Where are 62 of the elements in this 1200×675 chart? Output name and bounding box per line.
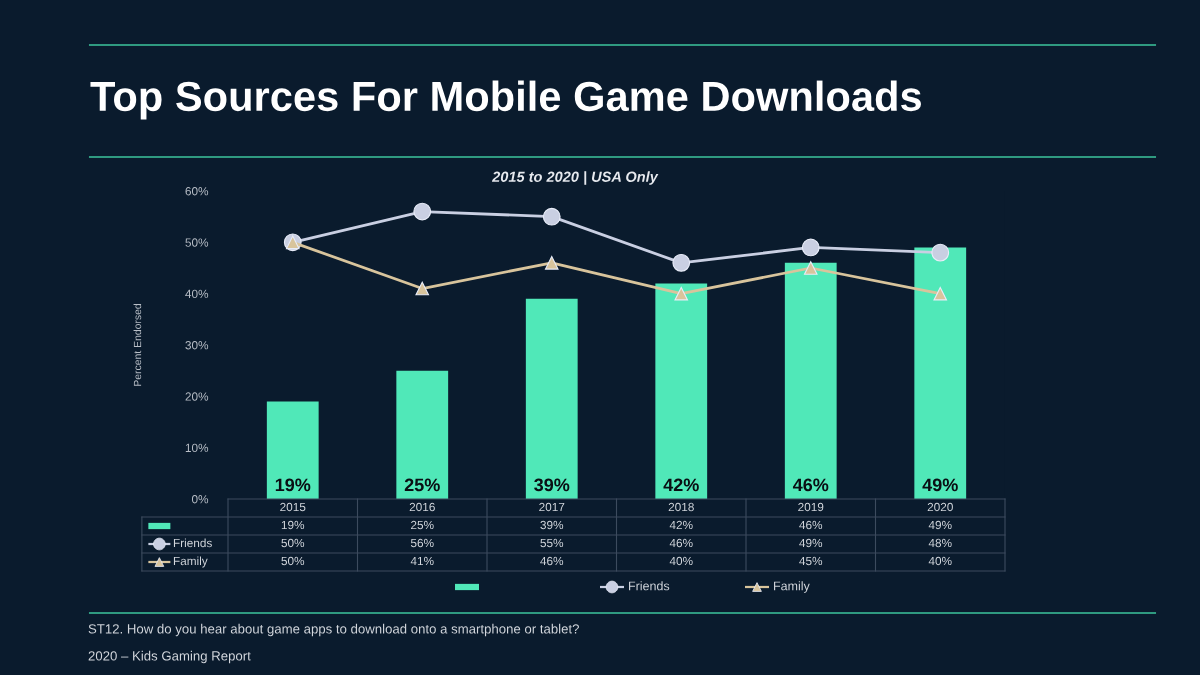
point [801,238,820,257]
data-label: 39% [540,520,564,530]
y-tick-label: 10% [185,443,209,453]
y-tick-label: 20% [185,392,209,401]
y-tick-label: 30% [185,341,209,350]
text: ST12. How do you hear about game apps to download onto a smartphone or tablet? [88,623,579,637]
point [933,286,948,301]
x-tick-label: 2019 [798,502,824,512]
point [415,281,430,296]
text: 46% [792,478,829,492]
bar [396,370,449,499]
data-label: 48% [928,538,952,548]
x-tick-label: 2018 [668,502,694,512]
x-tick-label: 2017 [539,502,565,512]
data-label: 45% [799,556,823,566]
y-tick-label: 0% [191,495,209,504]
data-label: 50% [281,538,305,548]
point [931,243,950,262]
point [544,256,559,270]
x-tick-label: 2020 [927,502,953,512]
bar [914,247,967,499]
point [672,253,691,272]
data-label: 46% [799,520,823,530]
data-label: 25% [411,520,434,530]
data-label: 42% [669,520,693,530]
bar [525,298,578,499]
chart-title: Top Sources For Mobile Game Downloads [90,80,921,120]
point [674,286,689,301]
point [413,202,432,221]
text: Friends [629,581,670,591]
chart-subtitle: 2015 to 2020 | USA Only [491,171,659,185]
bar [266,401,319,499]
y-tick-label: 50% [185,238,209,247]
data-label: 40% [669,556,693,566]
x-tick-label: 2015 [280,502,306,512]
data-label: 56% [410,538,434,548]
point [542,207,561,226]
text: 42% [663,478,699,492]
data-label: 46% [669,538,693,548]
text: 39% [534,478,570,492]
y-axis-title: Percent Endorsed [133,303,142,386]
bar [784,262,837,499]
data-label: 49% [928,520,952,530]
y-tick-label: 60% [185,187,209,196]
text: Family [774,581,810,593]
data-label: 19% [281,520,305,530]
data-label: 41% [410,556,434,566]
data-label: 49% [799,538,823,548]
x-tick-label: 2016 [409,502,435,512]
point [803,261,818,275]
text: 25% [404,478,440,492]
data-label: 50% [281,556,305,566]
legend-label: Friends [173,538,212,548]
text: 19% [275,478,311,492]
data-label: 55% [540,538,564,548]
y-tick-label: 40% [185,289,209,299]
data-label: 40% [928,556,952,566]
bar [655,283,708,499]
legend-label: Family [173,556,208,568]
data-label: 46% [540,556,564,566]
text: 49% [922,478,958,492]
text: 2020 – Kids Gaming Report [88,650,251,664]
